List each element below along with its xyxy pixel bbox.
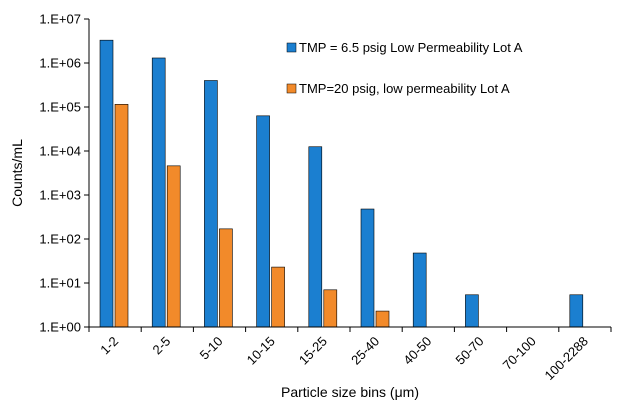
bar-series-1-40-50 xyxy=(412,252,427,328)
bar-series-1-5-10 xyxy=(204,80,218,328)
bar-series-2-5-10 xyxy=(219,228,233,328)
bar-series-1-15-25 xyxy=(308,146,323,328)
bar-series-2-10-15 xyxy=(271,266,285,328)
bars xyxy=(99,39,584,328)
bar-series-2-15-25 xyxy=(323,289,338,328)
y-axis-title: Counts/mL xyxy=(9,139,25,207)
y-tick-label: 1.E+01 xyxy=(39,276,81,291)
bar-series-1-50-70 xyxy=(465,294,479,328)
bar-series-1-100-2288 xyxy=(569,294,584,328)
x-tick-label: 50-70 xyxy=(453,334,487,368)
y-tick-label: 1.E+03 xyxy=(39,188,81,203)
legend: TMP = 6.5 psig Low Permeability Lot A TM… xyxy=(286,40,523,96)
bar-series-1-10-15 xyxy=(256,115,270,328)
y-tick-label: 1.E+02 xyxy=(39,232,81,247)
legend-swatch-series-2 xyxy=(286,83,297,94)
y-tick-label: 1.E+06 xyxy=(39,56,81,71)
bar-series-2-2-5 xyxy=(166,165,181,328)
x-tick-label: 2-5 xyxy=(150,334,174,358)
y-ticks: 1.E+00 1.E+01 1.E+02 1.E+03 1.E+04 1.E+05 1.E+… xyxy=(39,12,89,335)
x-tick-label: 5-10 xyxy=(197,334,226,363)
bar-series-1-1-2 xyxy=(99,39,114,328)
x-axis-title: Particle size bins (μm) xyxy=(281,384,419,400)
x-tick-label: 15-25 xyxy=(296,334,330,368)
x-tick-label: 40-50 xyxy=(400,334,434,368)
legend-label-series-2: TMP=20 psig, low permeability Lot A xyxy=(299,81,510,96)
bar-series-2-1-2 xyxy=(114,104,129,328)
bar-series-1-25-40 xyxy=(360,208,375,328)
x-tick-label: 70-100 xyxy=(500,334,539,373)
bar-series-1-2-5 xyxy=(151,57,166,328)
legend-label-series-1: TMP = 6.5 psig Low Permeability Lot A xyxy=(299,40,523,55)
x-tick-label: 100-2288 xyxy=(542,334,591,383)
legend-swatch-series-1 xyxy=(286,42,297,53)
y-tick-label: 1.E+04 xyxy=(39,144,81,159)
x-tick-label: 1-2 xyxy=(97,334,121,358)
x-tick-label: 10-15 xyxy=(244,334,278,368)
y-tick-label: 1.E+00 xyxy=(39,320,81,335)
x-tick-label: 25-40 xyxy=(348,334,382,368)
bar-series-2-25-40 xyxy=(375,310,390,328)
y-tick-label: 1.E+07 xyxy=(39,12,81,27)
y-tick-label: 1.E+05 xyxy=(39,100,81,115)
x-ticks: 1-2 2-5 5-10 10-15 15-25 25-40 40-50 50-70 70-10… xyxy=(88,327,612,383)
